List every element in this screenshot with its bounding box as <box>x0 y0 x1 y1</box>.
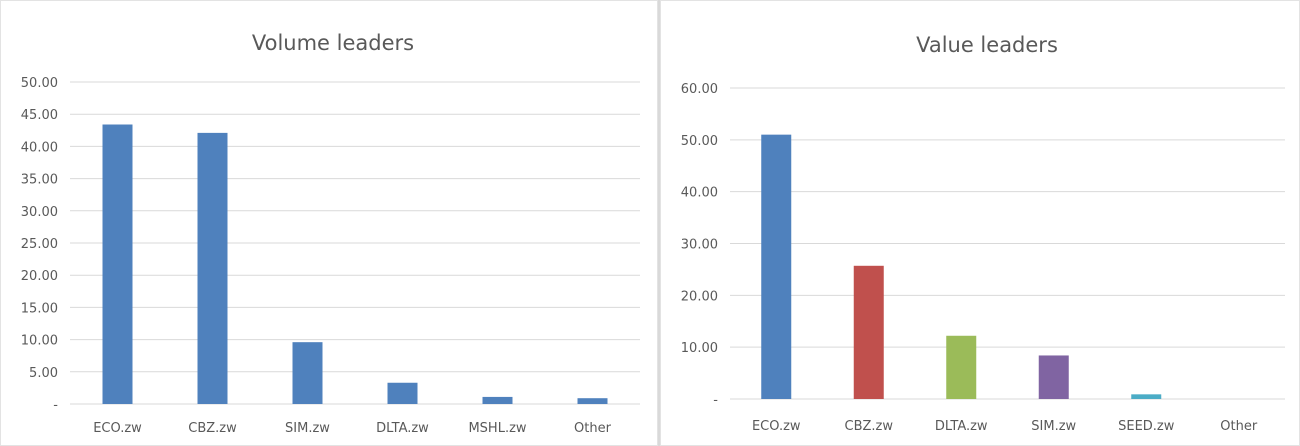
bar <box>102 124 133 404</box>
bar <box>1131 394 1162 399</box>
x-tick-label: Other <box>1220 419 1258 434</box>
bar <box>1038 355 1069 399</box>
y-tick-label: 50.00 <box>681 134 718 149</box>
x-tick-label: CBZ.zw <box>188 421 237 436</box>
x-tick-label: ECO.zw <box>752 419 801 434</box>
x-tick-label: Other <box>574 421 612 436</box>
value-leaders-chart: Value leaders - 10.00 20.00 30.00 40.00 50.00… <box>681 33 1285 434</box>
y-tick-label: 30.00 <box>21 205 58 220</box>
y-tick-label: 40.00 <box>681 186 718 201</box>
bar <box>292 342 323 404</box>
x-tick-label: CBZ.zw <box>845 419 894 434</box>
y-tick-label: 20.00 <box>21 269 58 284</box>
bar <box>946 335 977 399</box>
panel-divider <box>658 0 660 446</box>
y-tick-label: 50.00 <box>21 76 58 91</box>
y-tick-label: 5.00 <box>29 366 58 381</box>
bar <box>197 132 228 404</box>
x-tick-label: MSHL.zw <box>468 421 526 436</box>
chart-title: Volume leaders <box>252 31 414 55</box>
bar <box>853 265 884 399</box>
y-tick-label: 15.00 <box>21 301 58 316</box>
x-tick-label: ECO.zw <box>93 421 142 436</box>
y-tick-label: - <box>713 393 718 408</box>
chart-title: Value leaders <box>916 33 1058 57</box>
x-tick-label: SIM.zw <box>285 421 330 436</box>
volume-leaders-chart: Volume leaders - 5.00 10.00 15.00 20.00 25.00… <box>21 31 640 436</box>
bar <box>577 398 608 404</box>
y-tick-label: 40.00 <box>21 140 58 155</box>
y-tick-label: 25.00 <box>21 237 58 252</box>
x-tick-label: SEED.zw <box>1118 419 1175 434</box>
bar <box>387 382 418 404</box>
x-tick-label: DLTA.zw <box>376 421 429 436</box>
x-tick-label: DLTA.zw <box>935 419 988 434</box>
bar <box>482 396 513 404</box>
y-tick-label: 60.00 <box>681 82 718 97</box>
x-tick-label: SIM.zw <box>1031 419 1076 434</box>
bar <box>761 134 792 399</box>
y-tick-label: 10.00 <box>21 334 58 349</box>
y-tick-label: 45.00 <box>21 108 58 123</box>
y-tick-label: 20.00 <box>681 289 718 304</box>
y-tick-label: 30.00 <box>681 238 718 253</box>
volume-leaders-chart-panel: Volume leaders - 5.00 10.00 15.00 20.00 25.00… <box>0 0 658 446</box>
y-tick-label: 35.00 <box>21 173 58 188</box>
y-tick-label: - <box>53 398 58 413</box>
y-tick-label: 10.00 <box>681 341 718 356</box>
value-leaders-chart-panel: Value leaders - 10.00 20.00 30.00 40.00 50.00… <box>660 0 1300 446</box>
